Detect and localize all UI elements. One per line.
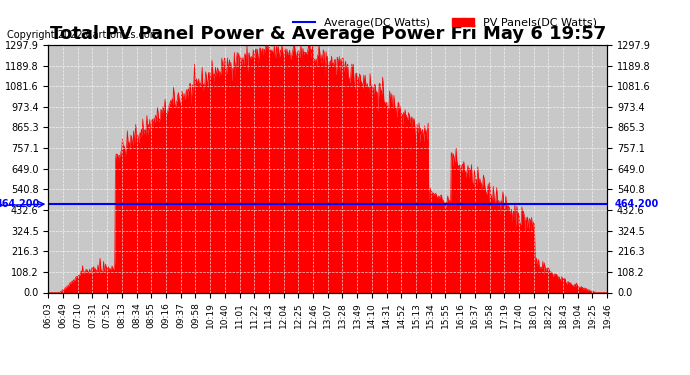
Legend: Average(DC Watts), PV Panels(DC Watts): Average(DC Watts), PV Panels(DC Watts) (288, 13, 602, 32)
Text: 464.200: 464.200 (614, 199, 658, 209)
Title: Total PV Panel Power & Average Power Fri May 6 19:57: Total PV Panel Power & Average Power Fri… (50, 26, 606, 44)
Text: Copyright 2022 Cartronics.com: Copyright 2022 Cartronics.com (7, 30, 159, 39)
Text: 464.200: 464.200 (0, 199, 40, 209)
